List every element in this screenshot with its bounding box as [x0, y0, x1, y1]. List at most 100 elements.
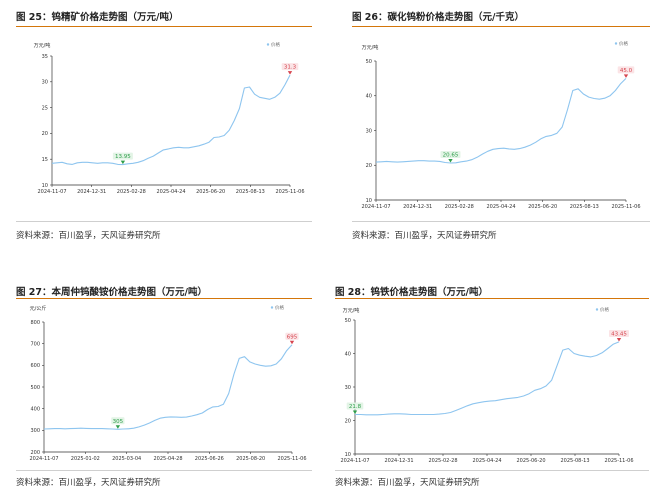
source-note: 资料来源：百川盈孚，天风证券研究所 [16, 231, 161, 241]
max-label-bg [617, 66, 635, 74]
y-tick-label: 25 [42, 105, 48, 111]
y-tick-label: 10 [42, 183, 48, 189]
legend-label: 价格 [271, 41, 280, 48]
figure-title: 图 27：本周仲钨酸铵价格走势图（万元/吨） [16, 287, 208, 298]
chart-svg: 万元/吨 价格 10 20 30 40 50 2024-11-07 2024-12-31 2025… [361, 40, 640, 210]
legend-marker [595, 308, 599, 311]
y-tick-label: 40 [366, 94, 372, 100]
y-tick-label: 700 [30, 341, 40, 347]
x-tick-label: 2025-11-06 [604, 458, 633, 464]
chart-svg: 万元/吨 价格 10 20 30 40 50 2024-11-07 2024-12-31 2025… [340, 306, 633, 464]
chart-svg: 元/公斤 价格 200 300 400 500 600 700 800 2024-11-07 202… [29, 304, 306, 462]
title-rule [16, 298, 312, 299]
price-series-line [43, 344, 293, 430]
legend-label: 价格 [275, 304, 284, 311]
x-tick-label: 2025-11-06 [611, 204, 640, 210]
max-marker [287, 71, 293, 75]
price-series-line [375, 78, 627, 164]
x-tick-label: 2025-04-24 [472, 458, 501, 464]
x-tick-label: 2025-06-20 [516, 458, 545, 464]
title-rule [335, 298, 649, 299]
legend-marker [266, 43, 270, 46]
figure-title: 图 26：碳化钨粉价格走势图（元/千克） [352, 12, 525, 23]
figure-title: 图 25：钨精矿价格走势图（万元/吨） [16, 12, 179, 23]
min-label: 305 [113, 419, 124, 425]
x-tick-label: 2025-08-13 [236, 189, 265, 195]
max-label: 31.3 [284, 65, 297, 71]
y-tick-label: 200 [30, 450, 40, 456]
price-series-line [355, 341, 620, 416]
x-tick-label: 2025-06-20 [528, 204, 557, 210]
y-tick-label: 30 [366, 128, 372, 134]
legend-label: 价格 [600, 306, 609, 313]
min-label-bg [346, 402, 364, 410]
source-rule [335, 470, 649, 471]
x-tick-label: 2025-03-04 [112, 456, 141, 462]
legend-marker [270, 306, 274, 309]
chart-panel-4: 图 28：钨铁价格走势图（万元/吨） 万元/吨 价格 10 20 30 40 50 2024-… [335, 284, 651, 489]
x-tick-label: 2025-08-13 [560, 458, 589, 464]
min-label: 13.95 [115, 154, 131, 160]
y-tick-label: 15 [42, 157, 48, 163]
y-tick-label: 20 [42, 131, 48, 137]
y-tick-label: 40 [345, 351, 351, 357]
min-label: 21.8 [349, 404, 362, 410]
legend-marker [614, 42, 618, 45]
y-tick-label: 10 [366, 198, 372, 204]
figure-title: 图 28：钨铁价格走势图（万元/吨） [335, 287, 489, 298]
min-marker [115, 425, 121, 429]
chart-panel-1: 图 25：钨精矿价格走势图（万元/吨） 万元/吨 价格 10 15 20 25 30 35 20… [16, 9, 314, 244]
y-axis-unit: 万元/吨 [362, 44, 379, 51]
y-tick-label: 500 [30, 385, 40, 391]
max-label: 45.0 [620, 68, 633, 74]
min-marker [448, 158, 453, 163]
x-tick-label: 2024-11-07 [29, 456, 58, 462]
x-tick-label: 2025-11-06 [277, 456, 306, 462]
x-tick-label: 2024-11-07 [361, 204, 390, 210]
y-tick-label: 35 [42, 54, 48, 60]
title-rule [352, 26, 650, 27]
min-label: 20.65 [443, 152, 459, 158]
title-rule [16, 26, 312, 27]
min-label-bg [111, 417, 125, 425]
chart-svg: 万元/吨 价格 10 15 20 25 30 35 2024-11-07 2024-12-31 20… [34, 41, 305, 195]
source-rule [16, 221, 312, 222]
y-tick-label: 800 [30, 320, 40, 326]
y-axis-unit: 元/公斤 [30, 305, 47, 312]
x-tick-label: 2025-02-28 [445, 204, 474, 210]
x-tick-label: 2025-08-20 [236, 456, 265, 462]
y-tick-label: 600 [30, 363, 40, 369]
x-tick-label: 2025-01-02 [71, 456, 100, 462]
source-note: 资料来源：百川盈孚，天风证券研究所 [352, 231, 497, 241]
x-tick-label: 2024-12-31 [384, 458, 413, 464]
source-note: 资料来源：百川盈孚，天风证券研究所 [16, 478, 161, 488]
x-tick-label: 2025-04-28 [153, 456, 182, 462]
min-label-bg [112, 152, 133, 160]
x-tick-label: 2025-06-26 [195, 456, 224, 462]
max-marker [289, 340, 295, 345]
max-label: 43.45 [611, 331, 627, 337]
x-tick-label: 2025-11-06 [275, 189, 304, 195]
price-series-line [51, 74, 291, 166]
y-tick-label: 300 [30, 428, 40, 434]
min-marker [352, 410, 358, 414]
x-tick-label: 2025-02-28 [117, 189, 146, 195]
chart-panel-3: 图 27：本周仲钨酸铵价格走势图（万元/吨） 元/公斤 价格 200 300 400 50… [16, 284, 314, 489]
max-label-bg [609, 329, 629, 337]
y-tick-label: 20 [345, 418, 351, 424]
y-tick-label: 20 [366, 163, 372, 169]
max-label: 695 [287, 334, 298, 340]
source-rule [16, 470, 312, 471]
y-tick-label: 30 [345, 385, 351, 391]
y-axis-unit: 万元/吨 [343, 307, 360, 314]
y-tick-label: 30 [42, 80, 48, 86]
y-tick-label: 400 [30, 406, 40, 412]
x-tick-label: 2025-04-24 [486, 204, 515, 210]
chart-panel-2: 图 26：碳化钨粉价格走势图（元/千克） 万元/吨 价格 10 20 30 40 50 202… [352, 9, 652, 244]
max-label-bg [281, 63, 299, 71]
y-tick-label: 10 [345, 452, 351, 458]
source-note: 资料来源：百川盈孚，天风证券研究所 [335, 478, 480, 488]
x-tick-label: 2025-04-24 [156, 189, 185, 195]
source-rule [352, 221, 650, 222]
max-label-bg [285, 332, 299, 340]
